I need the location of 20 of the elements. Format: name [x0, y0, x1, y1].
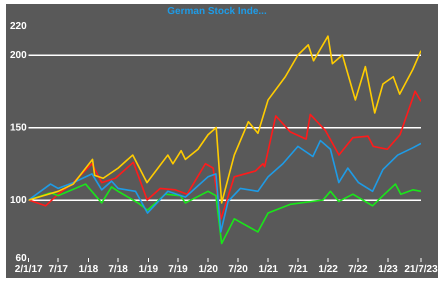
x-tick-label: 1/23	[378, 264, 398, 275]
x-tick-label: 1/19	[138, 264, 158, 275]
y-tick-label: 150	[10, 122, 28, 134]
y-tick-label: 220	[10, 20, 28, 32]
y-tick-label: 100	[10, 194, 28, 206]
x-tick-label: 7/22	[348, 264, 368, 275]
x-tick-label: 21/7/23	[404, 264, 438, 275]
x-tick-label: 1/20	[198, 264, 218, 275]
x-tick-label: 7/17	[48, 264, 68, 275]
x-tick-label: 7/20	[228, 264, 248, 275]
y-tick-label: 200	[10, 50, 28, 61]
text: German Stock Inde...	[167, 6, 267, 17]
x-tick-label: 1/18	[78, 264, 99, 275]
x-tick-label: 1/22	[318, 264, 338, 275]
x-tick-label: 1/21	[258, 264, 278, 275]
x-tick-label: 7/21	[288, 264, 308, 275]
y-tick-label: 60	[16, 252, 28, 264]
x-tick-label: 7/19	[168, 264, 188, 275]
x-tick-label: 2/1/17	[14, 264, 44, 275]
x-tick-label: 7/18	[108, 264, 128, 275]
